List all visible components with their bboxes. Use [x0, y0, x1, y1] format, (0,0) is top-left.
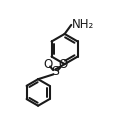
- Text: O: O: [43, 58, 52, 71]
- Text: O: O: [59, 58, 68, 71]
- Text: NH₂: NH₂: [72, 18, 94, 31]
- Text: S: S: [52, 65, 60, 78]
